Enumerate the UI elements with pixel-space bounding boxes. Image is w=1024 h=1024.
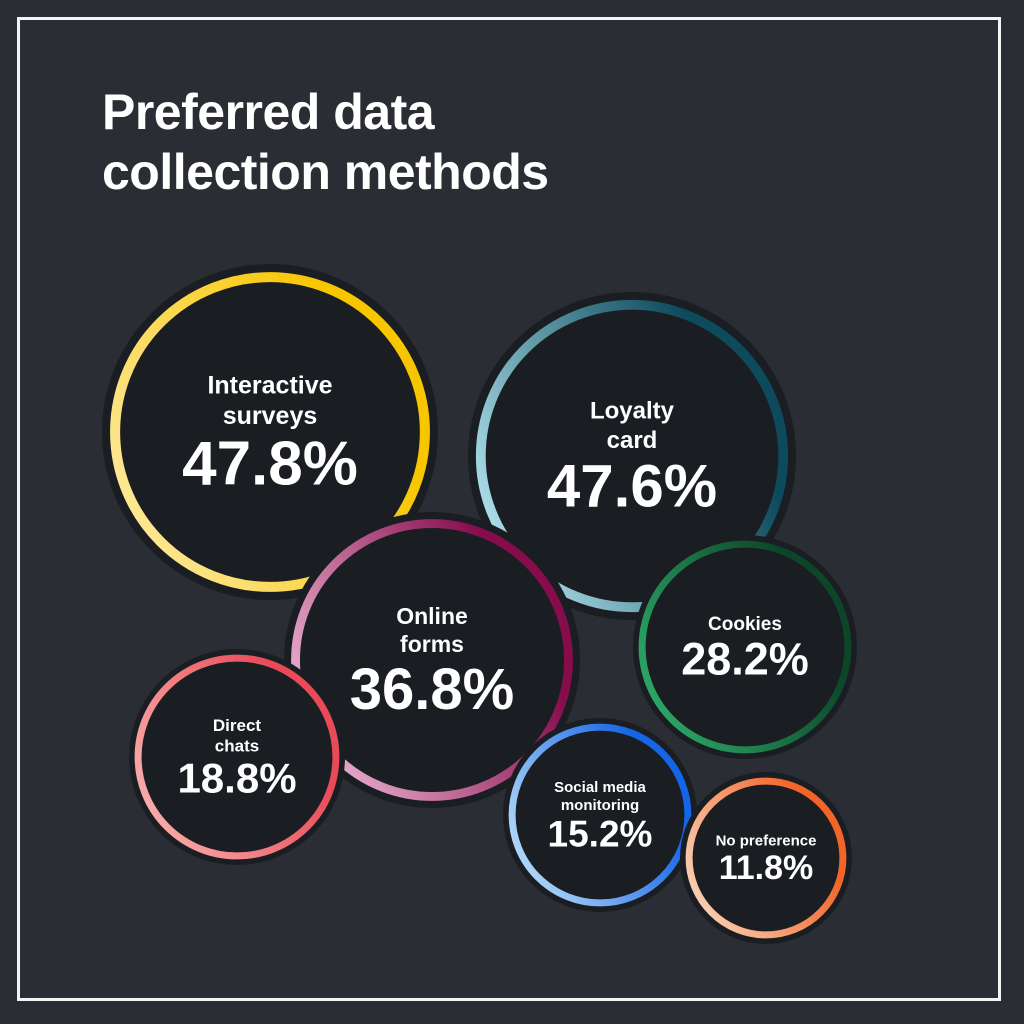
bubble-ring xyxy=(134,654,340,860)
bubble-value: 18.8% xyxy=(177,755,296,802)
bubble-ring xyxy=(685,777,847,939)
bubble-ring xyxy=(291,519,573,801)
bubble-label: Cookies xyxy=(708,614,782,635)
bubble-value: 47.8% xyxy=(182,430,358,499)
bubble-ring xyxy=(638,540,852,754)
bubble-label: monitoring xyxy=(561,797,639,814)
bubble-label: Interactive xyxy=(207,371,332,399)
bubble-value: 15.2% xyxy=(548,813,653,854)
bubble-label: chats xyxy=(215,737,259,756)
bubble-value: 47.6% xyxy=(547,453,717,520)
bubble-value: 28.2% xyxy=(681,633,809,684)
bubble-ring xyxy=(508,723,692,907)
bubble-ring xyxy=(475,299,789,613)
bubble-label: surveys xyxy=(223,402,318,430)
bubble-label: Social media xyxy=(554,779,646,796)
chart-title: Preferred data collection methods xyxy=(102,84,549,200)
bubble-label: No preference xyxy=(716,832,817,849)
bubble-label: Direct xyxy=(213,716,262,735)
border-frame xyxy=(17,17,1001,1001)
bubble-ring xyxy=(110,272,430,592)
bubble-label: forms xyxy=(400,631,464,657)
bubble-value: 11.8% xyxy=(719,849,814,887)
bubble-label: card xyxy=(607,427,658,454)
bubble-value: 36.8% xyxy=(350,657,514,722)
bubble-label: Online xyxy=(396,603,468,629)
bubble-label: Loyalty xyxy=(590,398,675,425)
